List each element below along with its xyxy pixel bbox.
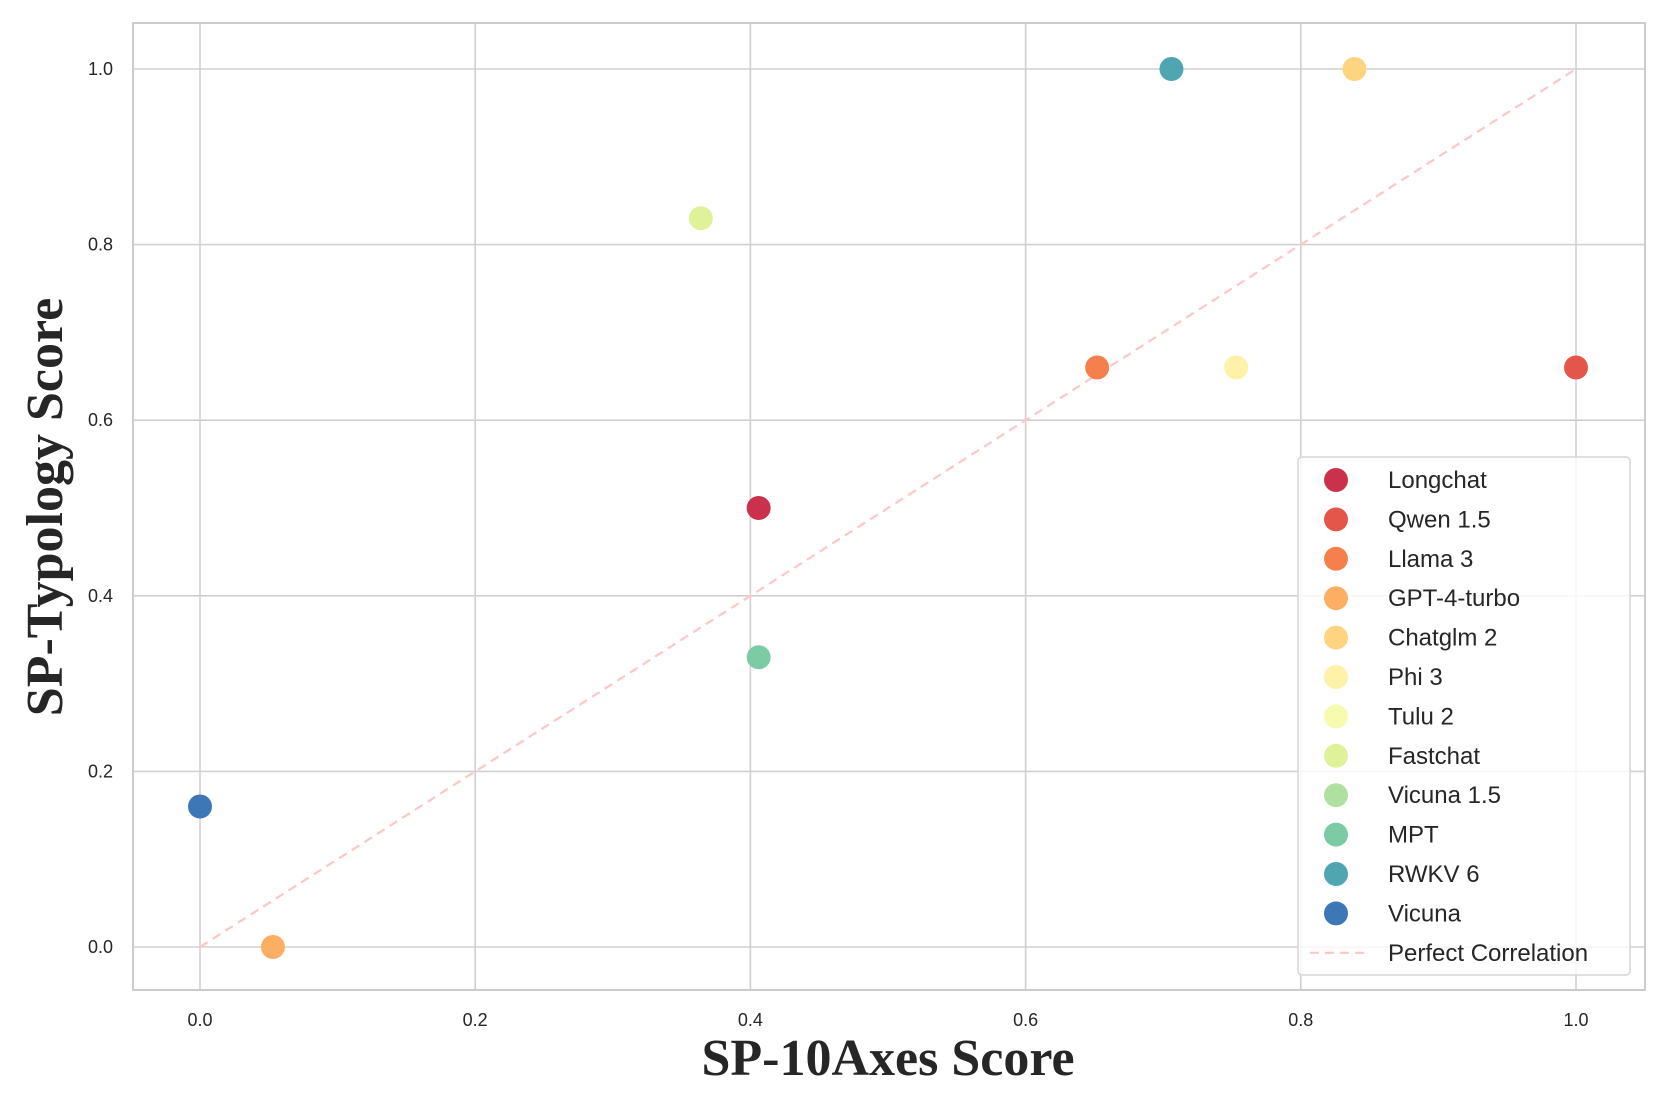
legend-label: GPT-4-turbo xyxy=(1388,585,1520,612)
point-gpt-4-turbo xyxy=(260,935,285,959)
point-mpt xyxy=(746,645,771,670)
legend-label: Qwen 1.5 xyxy=(1388,506,1491,533)
legend-marker xyxy=(1324,468,1348,492)
legend-marker xyxy=(1324,901,1348,926)
legend-label: Longchat xyxy=(1388,467,1487,494)
x-tick-label: 0.8 xyxy=(1288,1010,1313,1030)
legend-label: Vicuna 1.5 xyxy=(1388,782,1501,809)
legend-marker xyxy=(1324,546,1348,571)
y-tick-label: 0.8 xyxy=(88,235,113,255)
ticks: 0.0 0.2 0.4 0.6 0.8 1.0 0.0 0.2 0.4 0.6 0.8 1.0 xyxy=(88,59,1589,1030)
x-tick-label: 1.0 xyxy=(1563,1010,1588,1030)
point-phi-3 xyxy=(1224,355,1249,380)
legend-label: Phi 3 xyxy=(1388,664,1443,691)
x-tick-label: 0.2 xyxy=(463,1010,488,1030)
perfect-correlation-line xyxy=(199,68,1577,948)
legend-marker xyxy=(1324,625,1348,650)
legend-marker xyxy=(1324,743,1348,768)
x-tick-label: 0.0 xyxy=(187,1010,212,1030)
point-fastchat xyxy=(688,206,713,231)
legend-label: Llama 3 xyxy=(1388,546,1473,573)
legend-marker xyxy=(1324,586,1348,611)
plot-frame xyxy=(132,22,1646,991)
point-llama-3 xyxy=(1085,355,1110,380)
legend-marker xyxy=(1324,704,1348,729)
legend-label: Perfect Correlation xyxy=(1388,940,1588,967)
point-chatglm-2 xyxy=(1342,57,1367,81)
y-tick-label: 0.4 xyxy=(88,586,113,606)
x-axis-label: SP-10Axes Score xyxy=(701,1030,1074,1087)
reference-line xyxy=(199,68,1577,948)
point-longchat xyxy=(746,496,771,520)
y-tick-label: 1.0 xyxy=(88,59,113,79)
point-vicuna xyxy=(188,794,212,819)
y-tick-label: 0.6 xyxy=(88,410,113,430)
point-qwen-1-5 xyxy=(1564,355,1588,380)
legend-marker xyxy=(1324,783,1348,808)
legend-marker xyxy=(1324,862,1348,886)
legend-label: Fastchat xyxy=(1388,743,1480,770)
x-tick-label: 0.6 xyxy=(1013,1010,1038,1030)
y-tick-label: 0.0 xyxy=(88,937,113,957)
y-axis-label: SP-Typology Score xyxy=(17,298,74,716)
points xyxy=(188,57,1588,959)
legend-label: MPT xyxy=(1388,822,1439,849)
y-tick-label: 0.2 xyxy=(88,761,113,781)
legend-marker xyxy=(1324,822,1348,847)
legend-label: Chatglm 2 xyxy=(1388,625,1497,652)
legend-marker xyxy=(1324,507,1348,532)
legend-label: Tulu 2 xyxy=(1388,703,1454,730)
legend: Longchat Qwen 1.5 Llama 3 GPT-4-turbo Chatgl… xyxy=(1297,456,1631,976)
point-rwkv-6 xyxy=(1159,57,1184,81)
x-tick-label: 0.4 xyxy=(738,1010,763,1030)
legend-frame xyxy=(1297,456,1631,976)
legend-label: RWKV 6 xyxy=(1388,861,1480,888)
legend-marker xyxy=(1324,665,1348,689)
legend-label: Vicuna xyxy=(1388,900,1462,927)
